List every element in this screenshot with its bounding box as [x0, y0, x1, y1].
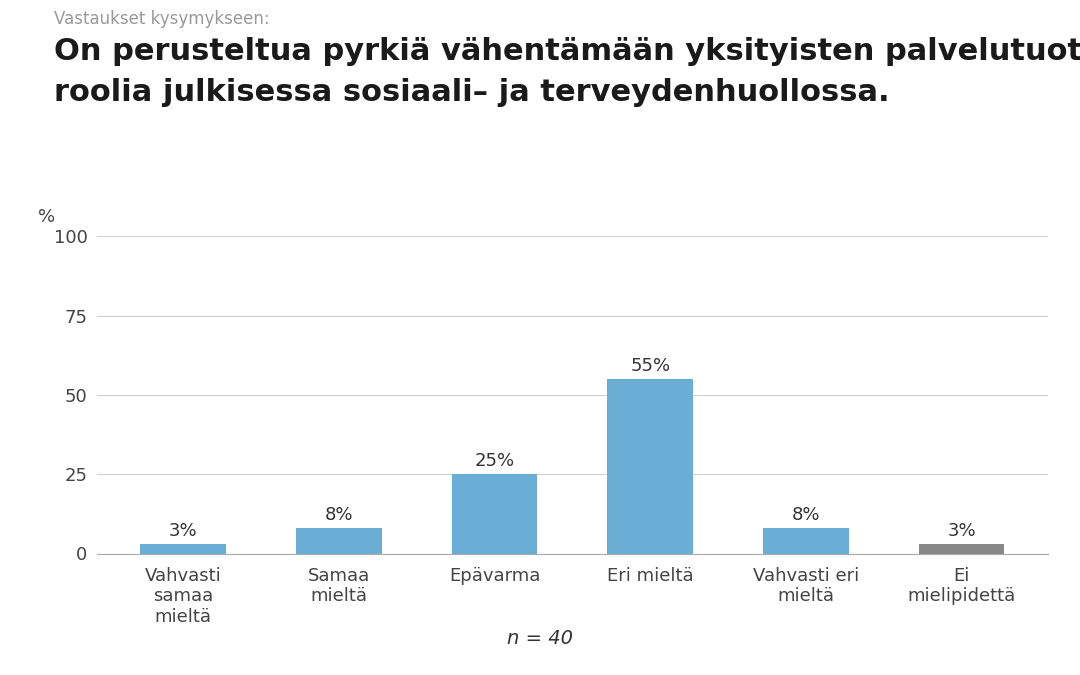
Bar	[296, 528, 381, 554]
Bar	[764, 528, 849, 554]
Text: 3%: 3%	[168, 522, 198, 540]
Bar	[140, 544, 226, 554]
Text: n = 40: n = 40	[507, 629, 573, 648]
Text: roolia julkisessa sosiaali– ja terveydenhuollossa.: roolia julkisessa sosiaali– ja terveyden…	[54, 78, 890, 107]
Text: 8%: 8%	[325, 506, 353, 524]
Text: 8%: 8%	[792, 506, 820, 524]
Text: 25%: 25%	[474, 452, 515, 470]
Text: 55%: 55%	[630, 357, 671, 375]
Text: %: %	[38, 208, 55, 226]
Bar	[607, 379, 693, 554]
Text: On perusteltua pyrkiä vähentämään yksityisten palvelutuottajien: On perusteltua pyrkiä vähentämään yksity…	[54, 37, 1080, 66]
Bar	[919, 544, 1004, 554]
Text: 3%: 3%	[947, 522, 976, 540]
Bar	[451, 474, 538, 554]
Text: Vastaukset kysymykseen:: Vastaukset kysymykseen:	[54, 10, 270, 28]
